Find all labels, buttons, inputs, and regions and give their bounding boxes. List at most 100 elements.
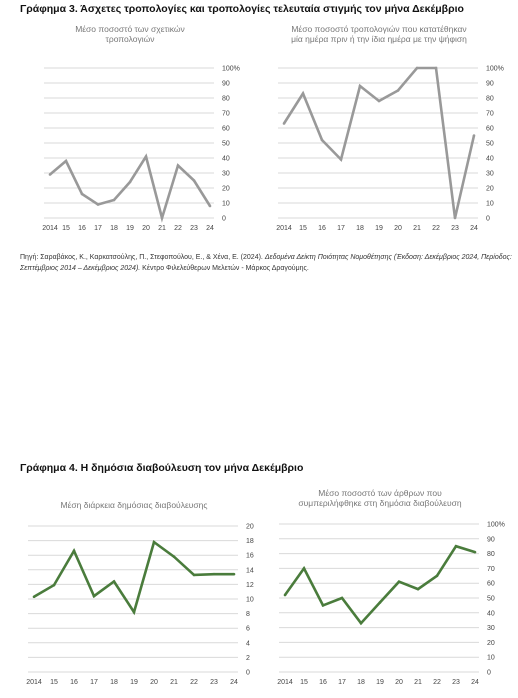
data-point [397,580,401,584]
x-tick-label: 22 [190,679,198,686]
x-tick-label: 24 [470,225,478,232]
y-tick-label: 6 [246,626,250,633]
data-point [377,99,381,103]
y-tick-label: 14 [246,567,254,574]
x-tick-label: 23 [451,225,459,232]
y-tick-label: 40 [486,156,494,163]
x-tick-label: 20 [394,225,402,232]
y-tick-label: 60 [487,581,495,588]
x-tick-label: 24 [206,225,214,232]
y-tick-label: 0 [246,670,250,677]
chart-3-heading: Γράφημα 3. Άσχετες τροπολογίες και τροπο… [20,3,464,15]
y-tick-label: 10 [487,655,495,662]
x-tick-label: 19 [130,679,138,686]
data-point [144,155,148,158]
y-tick-label: 50 [487,596,495,603]
data-point [96,203,100,206]
x-tick-label: 16 [78,225,86,232]
data-point [359,621,363,625]
chart-svg-articles: Μέσο ποσοστό των άρθρων πουσυμπεριλήφθηκ… [277,488,505,686]
data-point [92,594,96,598]
series-line-duration [33,539,234,616]
x-tick-label: 17 [337,225,345,232]
y-tick-label: 10 [246,597,254,604]
data-point [80,192,84,196]
data-point [152,540,156,544]
x-tick-label: 16 [318,225,326,232]
data-point [212,572,216,576]
series-line-articles [283,544,476,626]
data-point [434,66,438,70]
y-tick-label: 30 [222,171,230,178]
chart-title-line: Μέση διάρκεια δημόσιας διαβούλευσης [61,500,208,510]
x-tick-label: 18 [356,225,364,232]
x-tick-label: 2014 [276,225,292,232]
series-line-avg-irrelevant [49,153,212,223]
x-tick-label: 15 [62,225,70,232]
chart-title-line: Μέσο ποσοστό τροπολογιών που κατατέθηκαν [291,24,466,34]
y-tick-label: 40 [487,610,495,617]
x-tick-label: 17 [90,679,98,686]
chart-title-line: Μέσο ποσοστό των σχετικών [75,24,185,34]
data-point [232,572,236,576]
source-note: Πηγή: Σαραβάκος, Κ., Καρκατσούλης, Π., Σ… [20,252,512,274]
x-tick-label: 16 [319,679,327,686]
data-point [160,216,164,220]
y-tick-label: 8 [246,611,250,618]
y-tick-label: 10 [222,201,230,208]
data-point [52,583,56,587]
data-point [48,173,52,176]
y-tick-label: 18 [246,538,254,545]
x-tick-label: 20 [150,679,158,686]
y-tick-label: 16 [246,553,254,560]
data-point [64,159,68,163]
data-point [301,92,305,95]
data-point [453,216,457,220]
data-point [172,555,176,558]
x-tick-label: 21 [413,225,421,232]
data-point [176,164,180,167]
x-tick-label: 24 [471,679,479,686]
data-point [192,573,196,577]
y-tick-label: 70 [222,111,230,118]
data-point [454,544,458,548]
x-tick-label: 17 [338,679,346,686]
y-tick-label: 30 [487,625,495,632]
x-tick-label: 15 [299,225,307,232]
x-tick-label: 19 [126,225,134,232]
y-tick-label: 20 [222,186,230,193]
chart-title-line: τροπολογιών [106,34,155,44]
y-tick-label: 80 [487,551,495,558]
y-tick-label: 60 [486,126,494,133]
source-prefix: Πηγή: Σαραβάκος, Κ., Καρκατσούλης, Π., Σ… [20,254,265,261]
chart-panel-avg-irrelevant-amendments: Μέσο ποσοστό των σχετικών τροπολογιών 0 10 2… [20,18,245,240]
x-tick-label: 16 [70,679,78,686]
y-tick-label: 100% [222,66,240,73]
chart-4-heading: Γράφημα 4. Η δημόσια διαβούλευση τον μήν… [20,462,304,474]
data-point [112,198,116,202]
chart-panel-articles-in-consultation: Μέσο ποσοστό των άρθρων που συμπεριλήφθηκ… [265,488,505,693]
x-tick-label: 22 [432,225,440,232]
chart-svg-duration: Μέση διάρκεια δημόσιας διαβούλευσης02468… [26,500,254,686]
data-point [416,587,420,591]
y-tick-label: 4 [246,640,250,647]
x-tick-label: 22 [174,225,182,232]
source-italic: Δεδομένα Δείκτη Ποιότητας Νομοθέτησης (Έ… [20,254,512,272]
data-point [340,596,344,600]
data-point [112,580,116,583]
data-point [32,595,36,599]
x-tick-label: 22 [433,679,441,686]
chart-panel-last-minute-amendments: Μέσο ποσοστό τροπολογιών που κατατέθηκαν… [262,18,504,240]
x-tick-label: 17 [94,225,102,232]
y-tick-label: 70 [486,111,494,118]
data-point [320,138,324,142]
y-tick-label: 20 [246,524,254,531]
y-tick-label: 20 [487,640,495,647]
data-point [72,549,76,553]
x-tick-label: 18 [357,679,365,686]
y-tick-label: 90 [222,81,230,88]
data-point [378,601,382,604]
y-tick-label: 90 [486,81,494,88]
data-point [435,574,439,578]
x-tick-label: 20 [395,679,403,686]
